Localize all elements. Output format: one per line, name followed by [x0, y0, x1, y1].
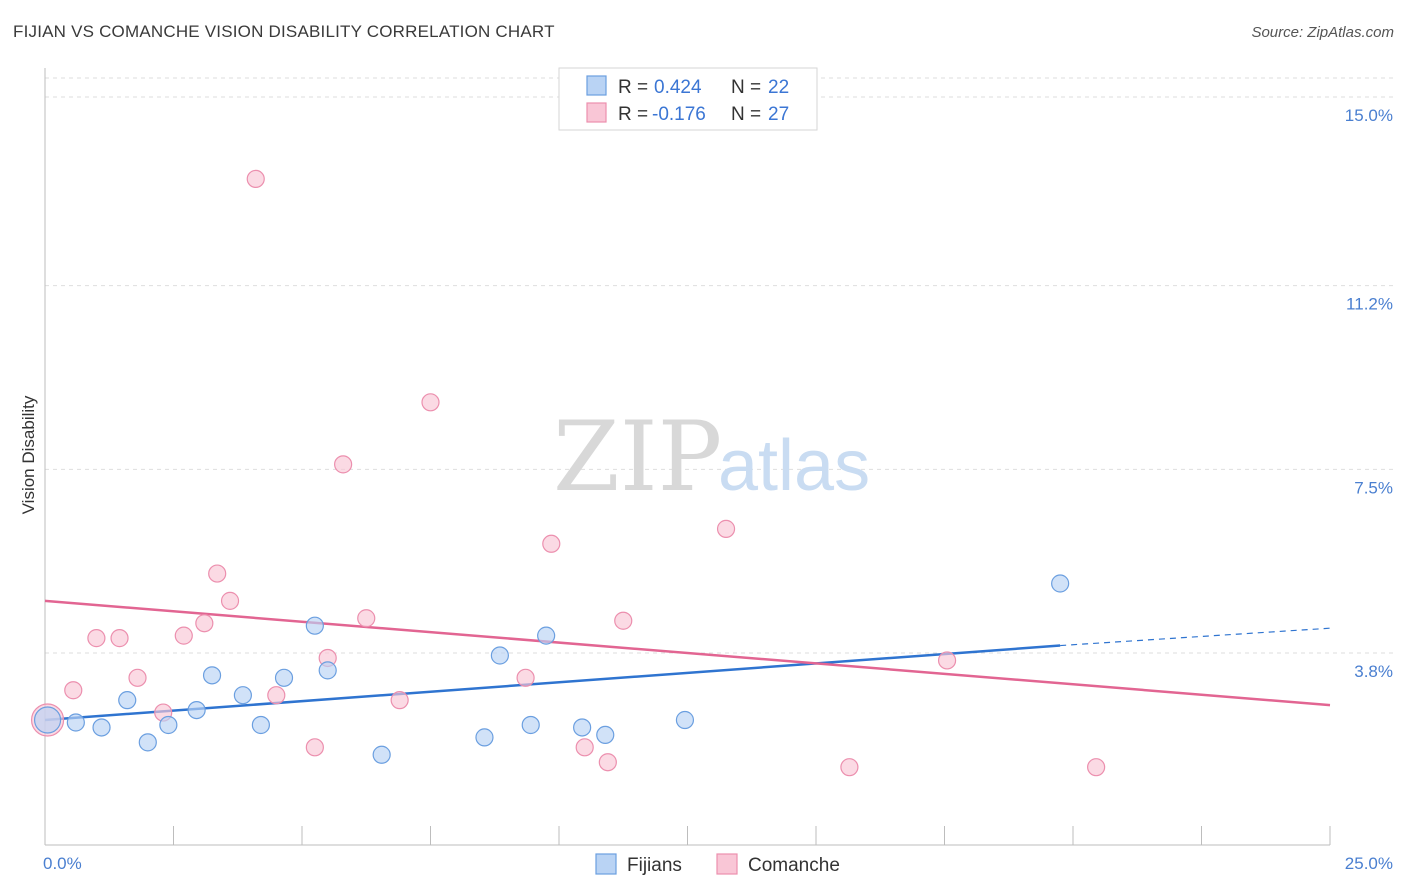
point-fijians-13 — [372, 745, 391, 764]
point-comanche-24 — [840, 758, 859, 777]
point-fijians-3 — [118, 691, 137, 710]
legend-n-label-comanche: N = — [731, 104, 761, 125]
y-tick-labels: 3.8% 7.5% 11.2% 15.0% — [1345, 106, 1393, 681]
point-comanche-21 — [598, 753, 617, 772]
point-comanche-22 — [614, 611, 633, 630]
point-fijians-12 — [318, 661, 337, 680]
y-tick-label-3: 15.0% — [1345, 106, 1393, 125]
point-fijians-9 — [251, 715, 270, 735]
point-fijians-1 — [66, 713, 85, 732]
point-fijians-2 — [92, 718, 111, 737]
series-label-fijians: Fijians — [627, 855, 682, 876]
watermark-atlas: atlas — [718, 426, 870, 506]
legend-r-value-fijians: 0.424 — [654, 77, 702, 98]
point-fijians-6 — [187, 700, 206, 720]
trend-line-comanche — [44, 599, 1331, 707]
trend-line-fijians-extension — [1060, 627, 1331, 647]
point-comanche-9 — [220, 591, 240, 610]
point-comanche-16 — [390, 691, 409, 710]
point-fijians-0 — [33, 706, 62, 734]
source-credit: Source: ZipAtlas.com — [1251, 24, 1394, 41]
watermark-zip: ZIP — [553, 401, 722, 513]
legend-swatch-fijians — [586, 75, 607, 96]
point-fijians-21 — [1051, 574, 1070, 593]
correlation-legend: R = 0.424 N = 22 R = -0.176 N = 27 — [558, 67, 818, 131]
point-fijians-20 — [675, 710, 695, 730]
point-comanche-3 — [110, 629, 129, 648]
point-fijians-19 — [596, 725, 615, 745]
point-fijians-14 — [475, 728, 494, 747]
point-comanche-12 — [305, 738, 324, 757]
point-comanche-8 — [208, 564, 227, 583]
point-comanche-17 — [421, 393, 440, 412]
series-swatch-fijians — [595, 853, 617, 875]
x-tick-label-0: 0.0% — [43, 854, 82, 873]
x-tick-label-1: 25.0% — [1345, 854, 1393, 873]
point-comanche-15 — [357, 609, 376, 628]
point-comanche-10 — [246, 169, 265, 189]
point-comanche-7 — [195, 614, 214, 633]
series-swatch-comanche — [716, 853, 738, 875]
point-comanche-25 — [937, 651, 957, 670]
y-tick-label-0: 3.8% — [1354, 662, 1393, 681]
point-comanche-11 — [267, 686, 286, 705]
series-legend: Fijians Comanche — [595, 853, 840, 876]
axes — [44, 68, 1331, 846]
point-fijians-7 — [202, 666, 222, 685]
data-points — [30, 169, 1106, 777]
y-axis-label: Vision Disability — [19, 395, 38, 514]
legend-n-label-fijians: N = — [731, 77, 761, 98]
grid-lines — [45, 77, 1395, 654]
point-comanche-4 — [128, 668, 147, 687]
x-tick-labels: 0.0% 25.0% — [43, 854, 1393, 873]
point-fijians-11 — [305, 616, 324, 635]
legend-n-value-comanche: 27 — [768, 104, 789, 125]
trend-lines — [44, 599, 1331, 722]
series-label-comanche: Comanche — [748, 855, 840, 876]
y-tick-label-1: 7.5% — [1354, 478, 1393, 497]
legend-n-value-fijians: 22 — [768, 77, 789, 98]
point-comanche-18 — [516, 668, 535, 687]
legend-r-label-comanche: R = — [618, 104, 648, 125]
point-fijians-16 — [521, 715, 540, 735]
point-fijians-5 — [159, 715, 178, 735]
legend-swatch-comanche — [586, 102, 607, 123]
point-comanche-26 — [1087, 758, 1106, 777]
point-comanche-2 — [87, 629, 106, 648]
point-fijians-4 — [138, 733, 157, 752]
point-fijians-15 — [490, 646, 509, 665]
point-comanche-14 — [334, 455, 353, 474]
point-comanche-1 — [64, 681, 83, 700]
trend-line-fijians — [44, 644, 1061, 722]
legend-r-value-comanche: -0.176 — [652, 104, 706, 125]
point-fijians-10 — [274, 668, 294, 687]
y-tick-label-2: 11.2% — [1346, 295, 1393, 314]
point-fijians-8 — [233, 686, 252, 705]
point-comanche-23 — [716, 519, 736, 538]
legend-r-label-fijians: R = — [618, 77, 648, 98]
point-fijians-18 — [573, 718, 592, 737]
point-comanche-19 — [542, 534, 561, 553]
point-comanche-20 — [575, 738, 594, 757]
point-comanche-6 — [174, 626, 193, 645]
point-fijians-17 — [537, 626, 556, 645]
chart-title: FIJIAN VS COMANCHE VISION DISABILITY COR… — [13, 22, 555, 41]
